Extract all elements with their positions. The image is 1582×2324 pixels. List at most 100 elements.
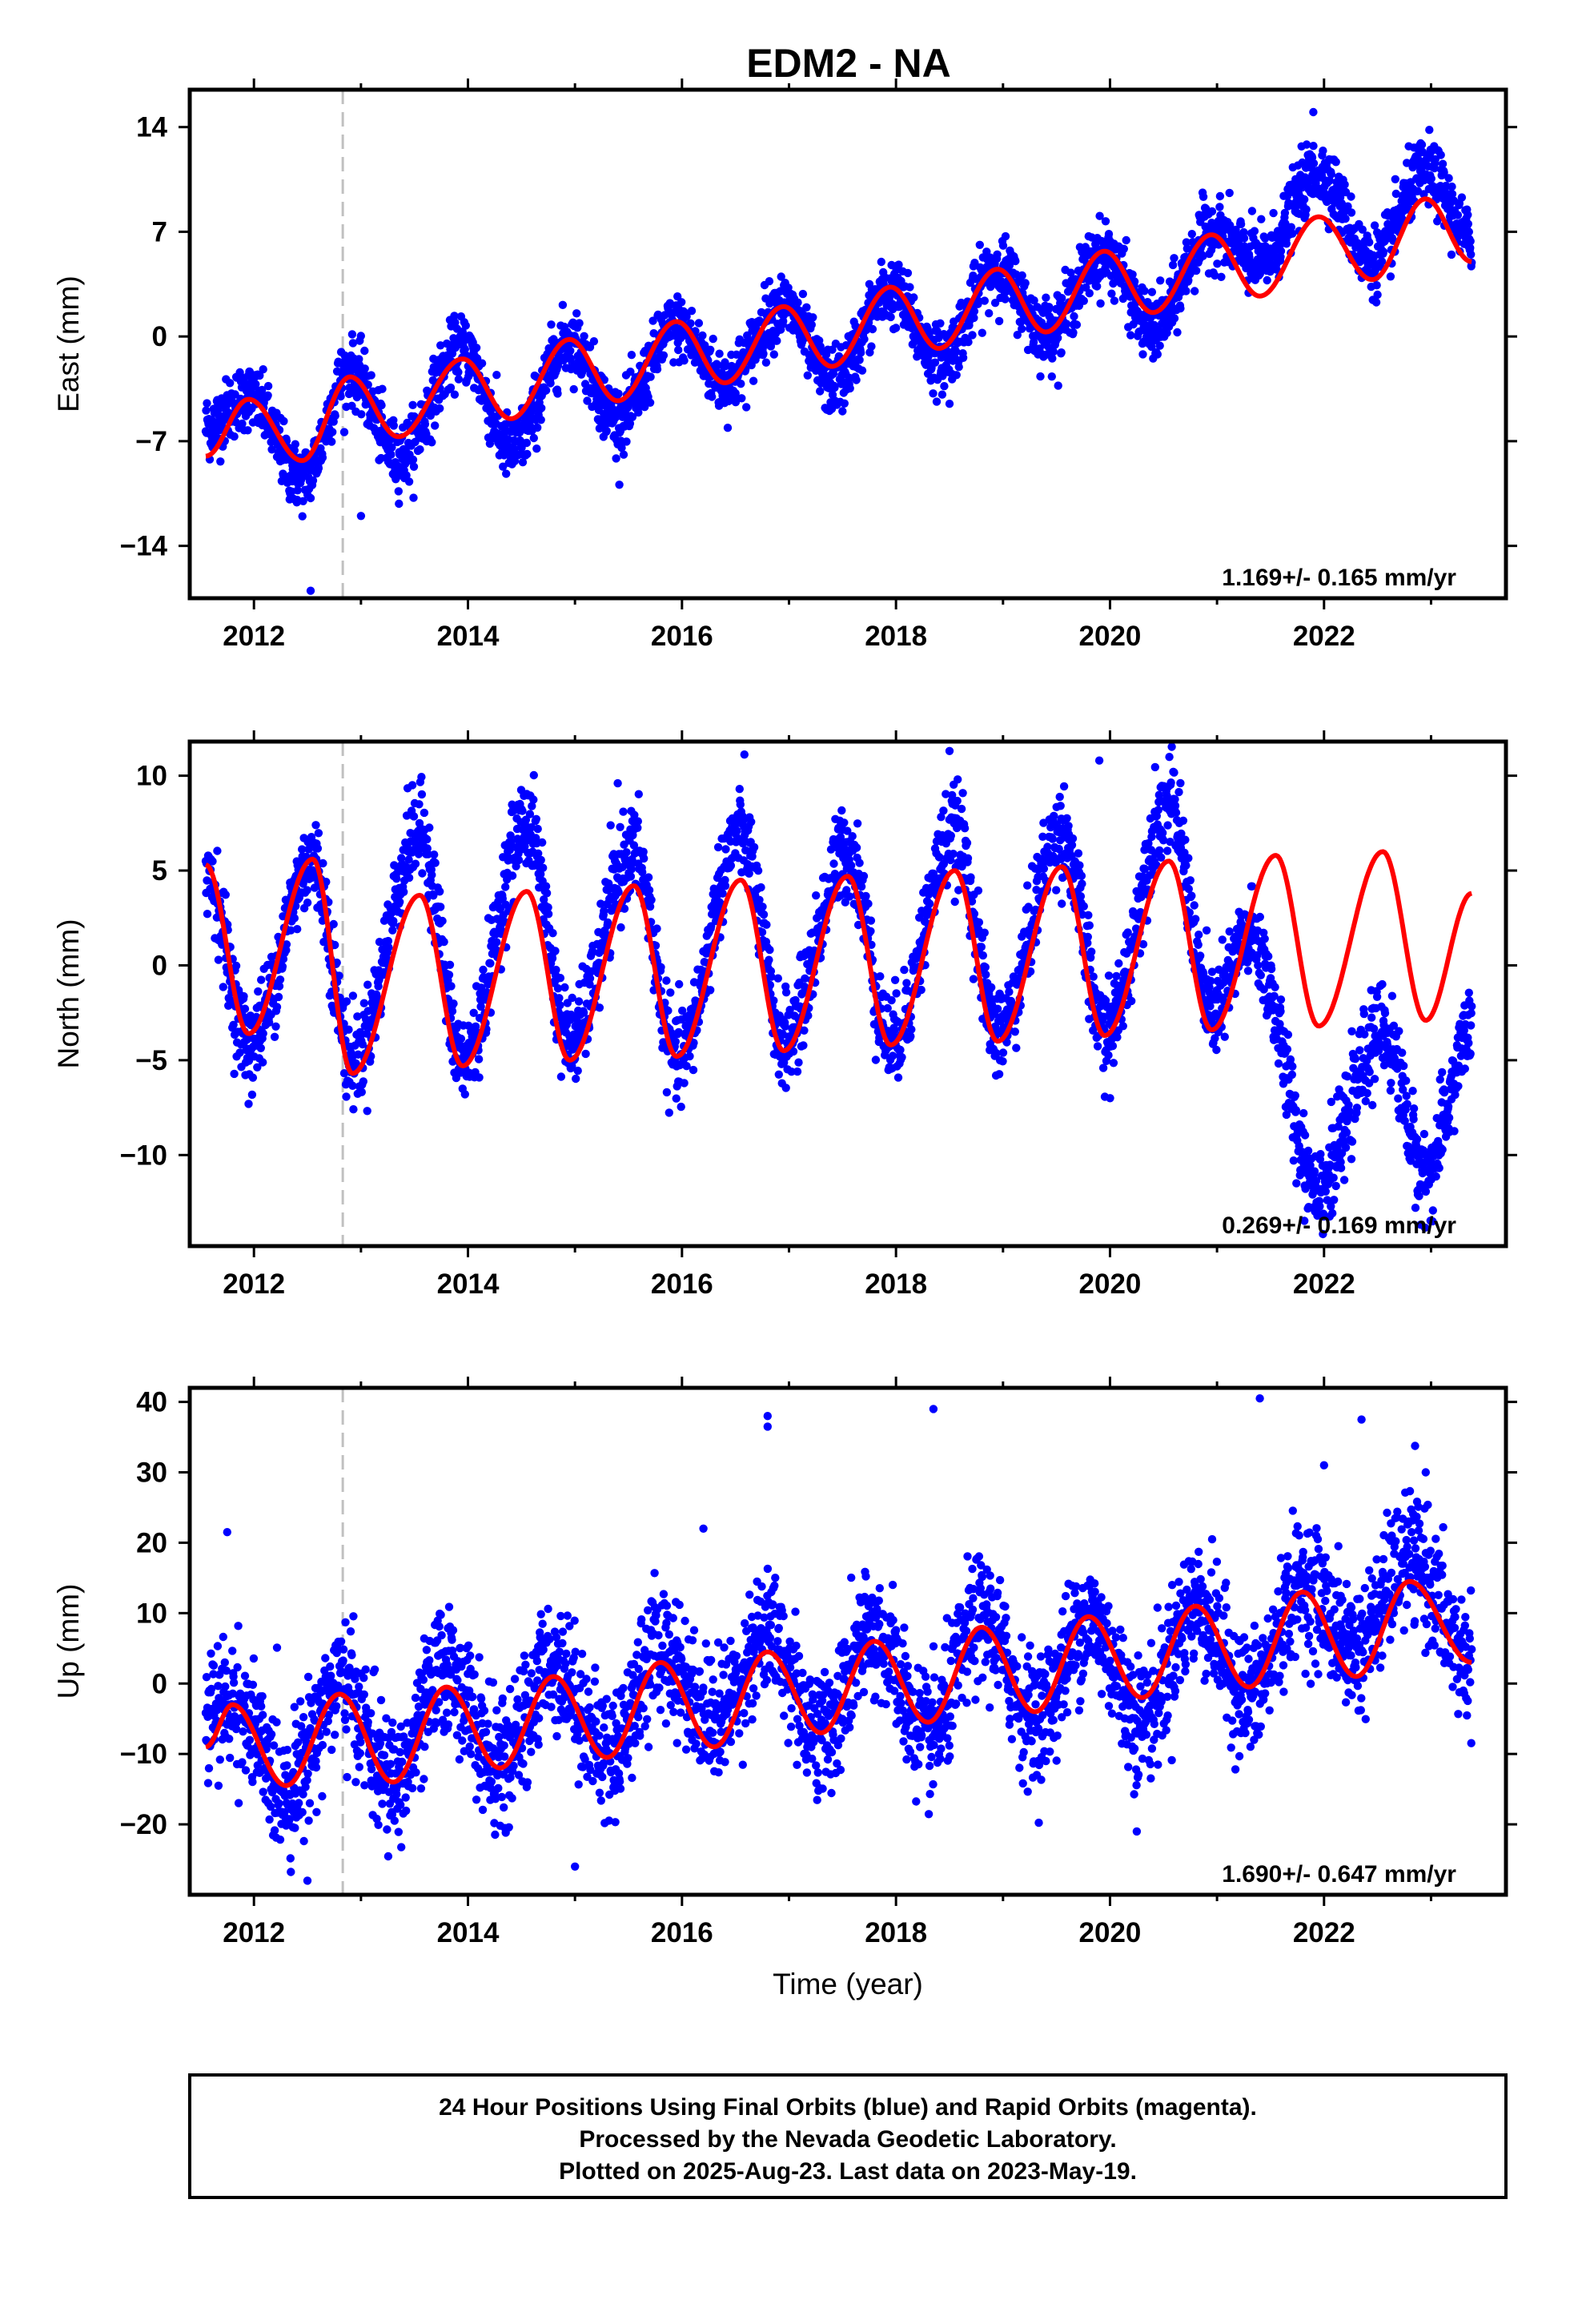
data-point [574, 997, 584, 1006]
data-point [1327, 170, 1336, 179]
data-point [551, 947, 560, 955]
data-point [583, 396, 592, 405]
data-point [560, 983, 569, 992]
data-point [867, 342, 876, 351]
data-point [848, 832, 857, 841]
data-point [514, 855, 524, 865]
data-point [1302, 140, 1311, 149]
data-point [537, 404, 546, 412]
data-point [1263, 275, 1271, 285]
data-point [448, 1007, 457, 1015]
data-point [267, 445, 276, 454]
data-point [940, 382, 949, 391]
data-point [749, 842, 759, 852]
data-point [1365, 238, 1374, 247]
data-point [622, 848, 631, 857]
data-point [202, 406, 211, 415]
data-point [1272, 265, 1281, 274]
data-point [451, 318, 460, 327]
data-point [840, 399, 849, 408]
data-point [221, 891, 230, 899]
data-point [1199, 251, 1207, 260]
data-point [694, 319, 704, 328]
data-point [857, 366, 867, 375]
data-point [408, 455, 418, 464]
data-point [661, 311, 669, 320]
data-point [626, 872, 636, 881]
data-point [425, 823, 434, 832]
data-point [408, 400, 417, 409]
data-point [585, 974, 595, 983]
data-point [701, 341, 709, 350]
data-point [347, 330, 357, 339]
data-point [1093, 282, 1102, 291]
data-point [1215, 203, 1224, 211]
data-point [662, 1088, 672, 1097]
data-point [239, 991, 248, 1001]
data-point [293, 925, 302, 934]
data-point [420, 420, 430, 428]
data-point [1436, 151, 1445, 159]
data-point [718, 889, 727, 898]
data-point [706, 345, 715, 354]
data-point [415, 800, 424, 809]
data-point [1331, 158, 1340, 167]
data-point [1057, 348, 1066, 357]
data-point [436, 404, 444, 413]
data-point [1156, 276, 1165, 285]
data-point [447, 982, 456, 991]
data-point [1085, 289, 1094, 298]
data-point [1170, 314, 1179, 323]
data-point [1069, 328, 1078, 337]
data-point [348, 991, 358, 1000]
data-point [1079, 296, 1089, 305]
data-point [547, 320, 556, 329]
data-point [342, 1092, 351, 1101]
data-point [749, 376, 758, 385]
data-point [616, 923, 625, 932]
data-point [404, 477, 414, 486]
data-point [536, 855, 545, 865]
data-point [633, 817, 642, 826]
data-point [773, 974, 782, 983]
data-point [1199, 192, 1208, 201]
data-point [348, 339, 358, 348]
data-point [378, 384, 387, 393]
data-point [356, 332, 365, 340]
data-point [1379, 247, 1388, 256]
data-point [1182, 287, 1191, 296]
data-point [1408, 163, 1417, 172]
data-point [404, 873, 414, 883]
data-point [430, 850, 439, 859]
data-point [396, 898, 404, 907]
data-point [604, 918, 612, 927]
data-point [318, 453, 327, 462]
data-point [1154, 325, 1163, 335]
data-point [721, 882, 730, 891]
data-point [539, 863, 548, 872]
data-point [616, 822, 624, 832]
data-point [985, 309, 994, 318]
data-point [420, 808, 429, 818]
data-point [1049, 347, 1058, 356]
data-point [731, 398, 741, 407]
data-point [781, 1022, 789, 1031]
data-point [331, 412, 339, 420]
data-point [994, 316, 1004, 326]
data-point [229, 1020, 238, 1030]
data-point [1343, 202, 1352, 211]
data-point [698, 331, 707, 340]
figure-title: EDM2 - NA [746, 41, 951, 86]
data-point [781, 988, 791, 997]
data-point [1013, 331, 1022, 340]
data-point [1001, 231, 1010, 241]
data-point [501, 883, 510, 891]
data-point [431, 421, 440, 430]
data-point [747, 818, 756, 826]
data-point [759, 910, 769, 919]
data-point [313, 844, 323, 853]
data-point [634, 790, 643, 798]
data-point [460, 344, 469, 354]
data-point [431, 858, 440, 867]
data-point [861, 891, 870, 901]
